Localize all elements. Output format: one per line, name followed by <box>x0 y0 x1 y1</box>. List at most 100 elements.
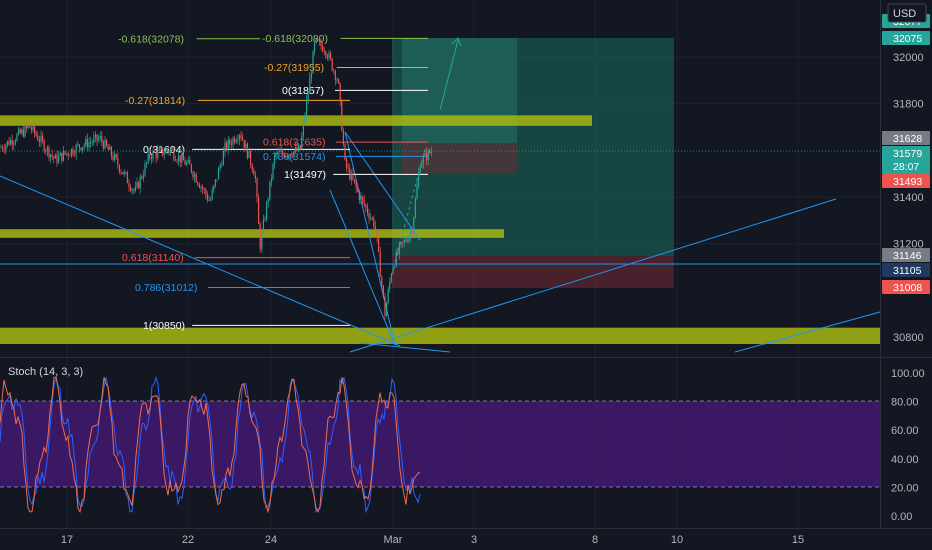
candle-body <box>330 53 332 59</box>
candle-body <box>184 160 186 165</box>
candle-body <box>219 165 221 169</box>
zone-band <box>0 115 592 126</box>
candle-body <box>30 127 32 130</box>
candle-body <box>430 151 432 153</box>
candle-body <box>389 281 391 290</box>
candle-body <box>40 135 42 142</box>
candle-body <box>78 144 80 148</box>
candle-body <box>371 217 373 219</box>
candle-body <box>267 199 269 203</box>
x-tick-label: 3 <box>471 534 477 546</box>
candle-body <box>365 204 367 208</box>
price-tag-bg <box>882 174 930 188</box>
candle-body <box>224 142 226 152</box>
candle-body <box>101 136 103 142</box>
candle-body <box>333 70 335 71</box>
candle-body <box>240 135 242 138</box>
candle-body <box>218 168 220 180</box>
candle-body <box>408 236 410 242</box>
candle-body <box>187 159 189 163</box>
candle-body <box>366 207 368 214</box>
x-tick-label: Mar <box>384 534 403 546</box>
candle-body <box>226 142 228 150</box>
candle-body <box>246 143 248 159</box>
candle-body <box>222 151 224 166</box>
candle-body <box>288 154 290 157</box>
x-tick-label: 22 <box>182 534 194 546</box>
candle-body <box>118 165 120 172</box>
stoch-d-line <box>0 376 421 514</box>
candle-body <box>290 154 292 156</box>
candle-body <box>82 147 84 151</box>
candle-body <box>22 129 24 137</box>
candle-body <box>360 196 362 200</box>
candle-body <box>242 137 244 141</box>
price-tag-value: 32075 <box>893 33 922 45</box>
candle-body <box>173 150 175 160</box>
candle-body <box>346 159 348 168</box>
candle-body <box>390 274 392 282</box>
price-tag-countdown: 28:07 <box>893 161 919 173</box>
candle-body <box>70 149 72 156</box>
candle-body <box>318 40 320 42</box>
candle-body <box>54 154 56 159</box>
candle-body <box>211 190 213 200</box>
candle-body <box>29 126 31 128</box>
candle-body <box>350 173 352 180</box>
candle-body <box>342 130 344 145</box>
stoch-tick-label: 100.00 <box>891 368 925 380</box>
candle-body <box>331 58 333 71</box>
candle-body <box>179 155 181 163</box>
candle-body <box>190 164 192 173</box>
candle-body <box>370 217 372 219</box>
time-axis[interactable]: 17 22 24 Mar 3 8 10 15 <box>61 534 804 546</box>
candle-body <box>56 154 58 163</box>
x-tick-label: 10 <box>671 534 683 546</box>
candle-body <box>139 176 141 189</box>
candle-body <box>251 164 253 171</box>
candle-body <box>421 163 423 168</box>
candle-body <box>221 165 223 166</box>
candle-body <box>27 126 29 129</box>
candle-body <box>2 147 4 150</box>
candle-body <box>310 73 312 78</box>
currency-label[interactable]: USD <box>887 3 927 23</box>
candle-body <box>166 149 168 152</box>
candle-body <box>277 151 279 155</box>
candle-body <box>328 53 330 59</box>
candle-body <box>138 182 140 189</box>
candle-body <box>134 186 136 191</box>
candle-body <box>325 51 327 56</box>
candle-body <box>69 155 71 157</box>
price-tag-value: 31105 <box>893 265 922 277</box>
candle-body <box>235 140 237 143</box>
candle-body <box>189 159 191 165</box>
fibonacci-levels: -0.618(32078) -0.618(32080) -0.27(31955) 0(… <box>118 33 428 332</box>
candle-body <box>170 150 172 153</box>
candle-body <box>77 144 79 146</box>
candle-body <box>182 154 184 161</box>
candle-body <box>411 231 413 234</box>
candle-body <box>299 145 301 150</box>
candle-body <box>0 147 2 149</box>
fib-label: -0.618(32078) <box>118 33 184 45</box>
candle-body <box>416 185 418 200</box>
candle-body <box>354 179 356 183</box>
price-axis[interactable]: 32000 31800 31400 31200 30800 <box>893 52 924 344</box>
stoch-tick-label: 20.00 <box>891 482 919 494</box>
fib-label: 0.618(31140) <box>122 252 184 264</box>
stochastic-series <box>0 375 421 514</box>
candle-body <box>208 199 210 201</box>
stoch-axis[interactable]: 100.00 80.00 60.00 40.00 20.00 0.00 <box>891 368 925 523</box>
candle-body <box>50 154 52 158</box>
candle-body <box>248 151 250 159</box>
candle-body <box>323 51 325 53</box>
candle-body <box>66 153 68 155</box>
candle-body <box>171 150 173 151</box>
price-tag-bg <box>882 263 930 277</box>
candle-body <box>285 155 287 158</box>
y-tick-label: 30800 <box>893 332 924 344</box>
candle-body <box>133 189 135 191</box>
candle-body <box>96 134 98 141</box>
